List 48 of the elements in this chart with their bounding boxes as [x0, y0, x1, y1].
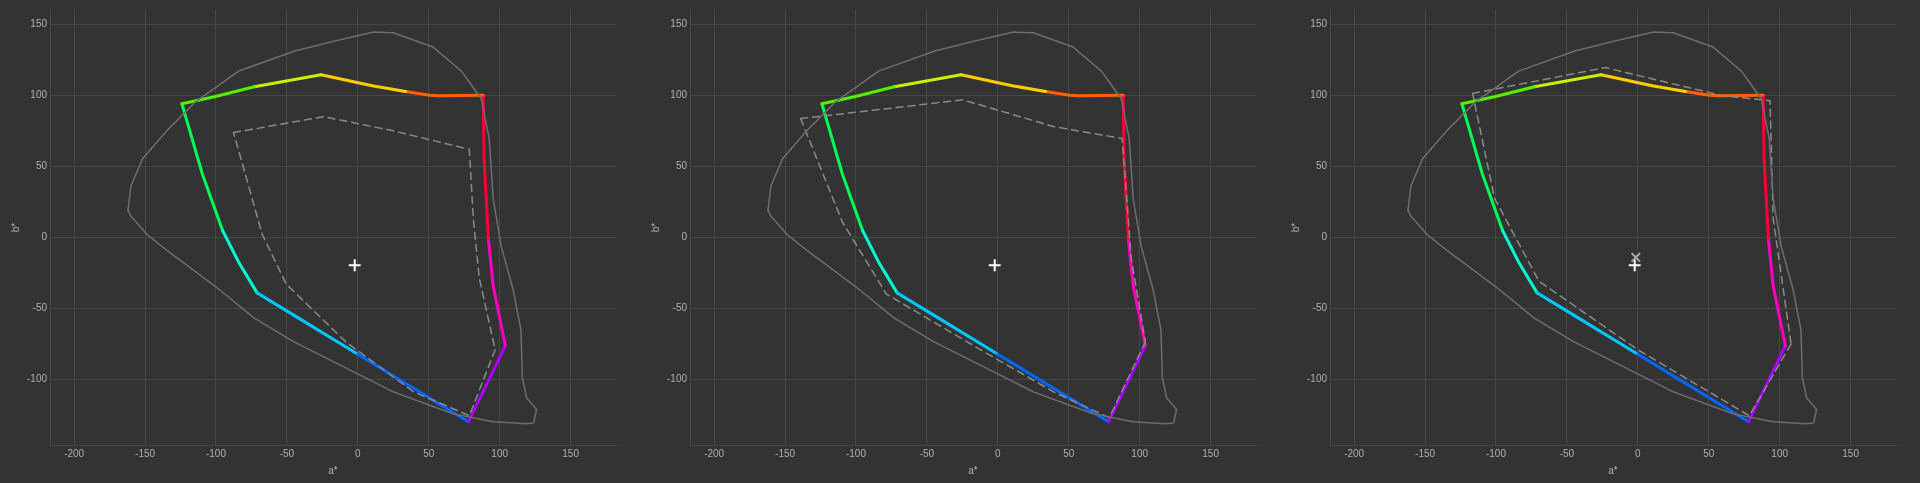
- y-tick-label: 150: [30, 17, 48, 29]
- y-axis-title: b*: [1289, 222, 1301, 233]
- y-tick-label: 150: [1310, 17, 1328, 29]
- x-tick-label: 150: [1842, 447, 1860, 459]
- y-tick-label: 50: [35, 160, 48, 172]
- x-tick-label: 150: [562, 447, 580, 459]
- x-tick-label: 50: [1063, 447, 1075, 459]
- y-tick-label: 50: [675, 160, 688, 172]
- x-tick-label: 0: [355, 447, 362, 459]
- y-tick-label: 0: [1321, 231, 1328, 243]
- y-tick-label: -100: [667, 373, 688, 385]
- y-axis-title: b*: [649, 222, 661, 233]
- x-tick-label: 50: [1703, 447, 1715, 459]
- x-axis-title: a*: [1608, 464, 1618, 476]
- y-tick-label: -100: [1307, 373, 1328, 385]
- x-tick-label: 0: [1635, 447, 1642, 459]
- y-tick-label: -100: [27, 373, 48, 385]
- x-axis-title: a*: [968, 464, 978, 476]
- x-axis-title: a*: [328, 464, 338, 476]
- y-tick-label: 150: [670, 17, 688, 29]
- y-tick-label: 100: [670, 89, 688, 101]
- x-tick-label: -200: [1344, 447, 1365, 459]
- y-tick-label: -50: [32, 302, 48, 314]
- y-tick-label: 50: [1315, 160, 1328, 172]
- x-tick-label: -50: [279, 447, 295, 459]
- x-tick-label: -100: [205, 447, 227, 459]
- x-tick-label: -200: [64, 447, 85, 459]
- x-tick-label: -100: [1485, 447, 1507, 459]
- x-tick-label: -50: [1559, 447, 1575, 459]
- x-tick-label: -100: [845, 447, 867, 459]
- y-tick-label: 0: [681, 231, 688, 243]
- y-axis-title: b*: [9, 222, 21, 233]
- y-tick-label: -50: [1312, 302, 1328, 314]
- x-tick-label: -150: [775, 447, 796, 459]
- x-tick-label: 50: [423, 447, 435, 459]
- x-tick-label: -50: [919, 447, 935, 459]
- y-tick-label: 0: [41, 231, 48, 243]
- y-tick-label: -50: [672, 302, 688, 314]
- x-tick-label: -150: [135, 447, 156, 459]
- x-tick-label: -150: [1415, 447, 1436, 459]
- x-tick-label: 100: [1771, 447, 1789, 459]
- x-tick-label: 100: [1131, 447, 1149, 459]
- x-tick-label: -200: [704, 447, 725, 459]
- x-tick-label: 0: [995, 447, 1002, 459]
- y-tick-label: 100: [1310, 89, 1328, 101]
- y-tick-label: 100: [30, 89, 48, 101]
- x-tick-label: 100: [491, 447, 509, 459]
- x-tick-label: 150: [1202, 447, 1220, 459]
